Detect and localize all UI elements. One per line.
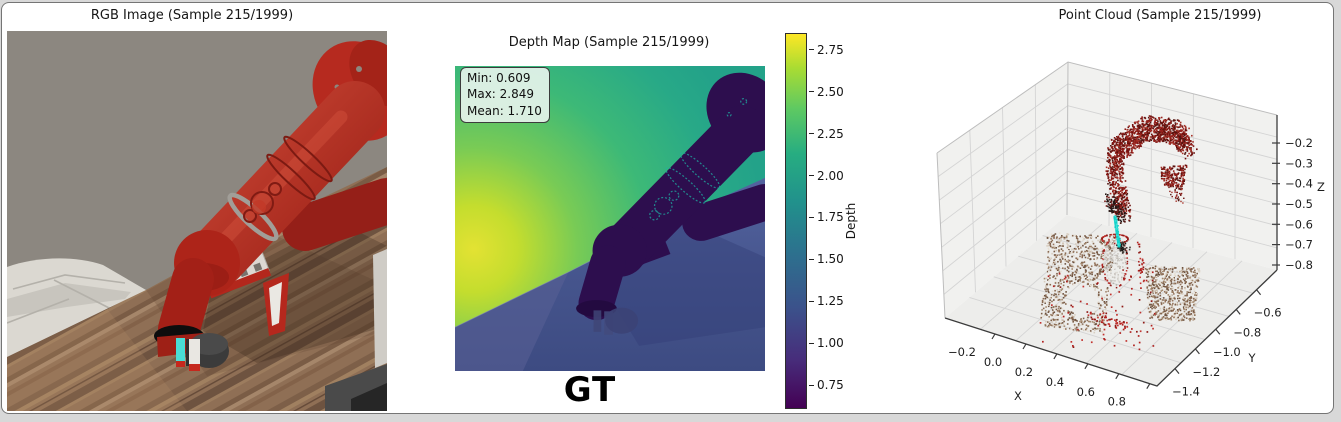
depth-colorbar-ticks: 2.75 2.50 2.25 2.00 1.75 1.50 1.25 1.00 0.75 xyxy=(809,33,869,409)
svg-text:Y: Y xyxy=(1247,351,1256,365)
depth-edge-details xyxy=(649,98,748,221)
rgb-floor xyxy=(7,258,146,357)
colorbar-tick: 1.75 xyxy=(809,210,844,224)
svg-text:0.2: 0.2 xyxy=(1015,365,1033,379)
depth-gripper-ghost xyxy=(593,307,639,335)
svg-text:−0.2: −0.2 xyxy=(948,345,976,359)
svg-text:−1.0: −1.0 xyxy=(1213,345,1241,359)
depth-colorbar xyxy=(785,33,807,409)
svg-text:−0.3: −0.3 xyxy=(1285,156,1313,170)
rgb-dark-corner xyxy=(325,364,387,411)
rgb-red-flat-piece xyxy=(263,273,289,336)
figure-window: RGB Image (Sample 215/1999) xyxy=(1,2,1334,414)
colorbar-tick: 0.75 xyxy=(809,378,844,392)
pointcloud-pane-edges xyxy=(936,61,1278,319)
pointcloud-points xyxy=(1039,115,1201,351)
depth-stat-max: Max: 2.849 xyxy=(467,87,535,102)
pointcloud-panel-title: Point Cloud (Sample 215/1999) xyxy=(1058,8,1262,23)
rgb-gray-object xyxy=(373,249,387,368)
svg-text:0.8: 0.8 xyxy=(1108,395,1126,409)
colorbar-tick: 2.25 xyxy=(809,127,844,141)
rgb-cyan-finger xyxy=(176,338,185,365)
svg-text:0.0: 0.0 xyxy=(984,355,1002,369)
svg-text:−0.6: −0.6 xyxy=(1254,306,1282,320)
pointcloud-plot: −0.2 0.0 0.2 0.4 0.6 0.8 −1.4 −1.2 −1.0 −0.8 −0.6 −… xyxy=(936,61,1325,409)
svg-text:0.4: 0.4 xyxy=(1046,375,1064,389)
svg-text:−1.2: −1.2 xyxy=(1192,365,1220,379)
svg-text:−0.8: −0.8 xyxy=(1233,325,1261,339)
colorbar-tick: 2.75 xyxy=(809,43,844,57)
svg-text:−0.8: −0.8 xyxy=(1285,258,1313,272)
svg-text:−0.2: −0.2 xyxy=(1285,136,1313,150)
svg-text:−1.4: −1.4 xyxy=(1172,385,1200,399)
depth-gt-label: GT xyxy=(563,370,617,410)
rgb-image xyxy=(7,31,387,411)
colorbar-tick: 1.25 xyxy=(809,294,844,308)
svg-text:−0.5: −0.5 xyxy=(1285,197,1313,211)
svg-text:X: X xyxy=(1014,389,1022,403)
depth-stats-box: Min: 0.609 Max: 2.849 Mean: 1.710 xyxy=(460,67,550,123)
depth-stat-mean: Mean: 1.710 xyxy=(467,103,542,118)
colorbar-tick: 1.00 xyxy=(809,336,844,350)
svg-text:−0.7: −0.7 xyxy=(1285,238,1313,252)
depth-stat-min: Min: 0.609 xyxy=(467,71,531,85)
svg-text:0.6: 0.6 xyxy=(1077,385,1095,399)
depth-robot-arm-silhouette xyxy=(576,72,765,321)
depth-colorbar-label: Depth xyxy=(844,202,858,240)
pointcloud-panes xyxy=(937,62,1277,386)
svg-text:−0.6: −0.6 xyxy=(1285,217,1313,231)
colorbar-tick: 2.50 xyxy=(809,85,844,99)
svg-text:Z: Z xyxy=(1317,180,1325,194)
depth-panel-title: Depth Map (Sample 215/1999) xyxy=(508,35,710,50)
colorbar-tick: 2.00 xyxy=(809,169,844,183)
rgb-panel-title: RGB Image (Sample 215/1999) xyxy=(90,8,294,23)
colorbar-tick: 1.50 xyxy=(809,252,844,266)
rgb-white-finger xyxy=(189,339,200,368)
svg-text:−0.4: −0.4 xyxy=(1285,177,1313,191)
rgb-gripper xyxy=(154,325,229,371)
pointcloud-tick-labels: −0.2 0.0 0.2 0.4 0.6 0.8 −1.4 −1.2 −1.0 −0.8 −0.6 −… xyxy=(948,136,1325,409)
rgb-robot-arm xyxy=(158,39,387,350)
